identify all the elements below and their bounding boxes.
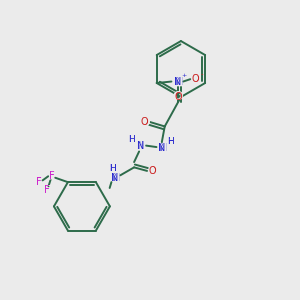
Text: O: O — [140, 116, 150, 128]
Text: H: H — [128, 135, 135, 144]
Text: F: F — [35, 175, 42, 188]
Text: H: H — [167, 137, 174, 146]
Text: O: O — [148, 166, 156, 176]
Text: H: H — [109, 164, 116, 173]
Text: N: N — [111, 173, 119, 183]
Text: N: N — [174, 76, 182, 86]
Text: F: F — [36, 177, 41, 187]
Text: N: N — [173, 75, 183, 88]
Text: F: F — [36, 177, 41, 187]
Text: N: N — [174, 76, 182, 86]
Text: N: N — [135, 140, 146, 153]
Text: N: N — [157, 141, 167, 154]
Text: H: H — [167, 137, 174, 146]
Text: O: O — [190, 73, 201, 86]
Text: N: N — [111, 173, 118, 183]
Text: H: H — [128, 135, 136, 145]
Text: N: N — [158, 142, 166, 153]
Text: O: O — [174, 92, 182, 102]
Text: N: N — [137, 141, 144, 151]
Text: -: - — [201, 71, 204, 77]
Text: N: N — [110, 171, 120, 184]
Text: O: O — [192, 74, 200, 84]
Text: O: O — [192, 74, 200, 84]
Text: N: N — [136, 141, 145, 151]
Text: F: F — [44, 185, 50, 195]
Text: H: H — [128, 135, 135, 144]
Text: O: O — [172, 90, 183, 104]
Text: +: + — [181, 73, 186, 78]
Text: H: H — [167, 136, 175, 146]
Text: H: H — [109, 164, 116, 173]
Text: F: F — [49, 171, 55, 181]
Text: O: O — [141, 117, 148, 127]
Text: O: O — [148, 166, 156, 176]
Text: O: O — [141, 117, 148, 127]
Text: F: F — [49, 171, 55, 181]
Text: F: F — [44, 185, 50, 195]
Text: N: N — [158, 142, 166, 153]
Text: F: F — [44, 184, 51, 197]
Text: O: O — [174, 92, 182, 102]
Text: F: F — [48, 170, 55, 183]
Text: H: H — [108, 164, 116, 174]
Text: O: O — [147, 164, 158, 177]
